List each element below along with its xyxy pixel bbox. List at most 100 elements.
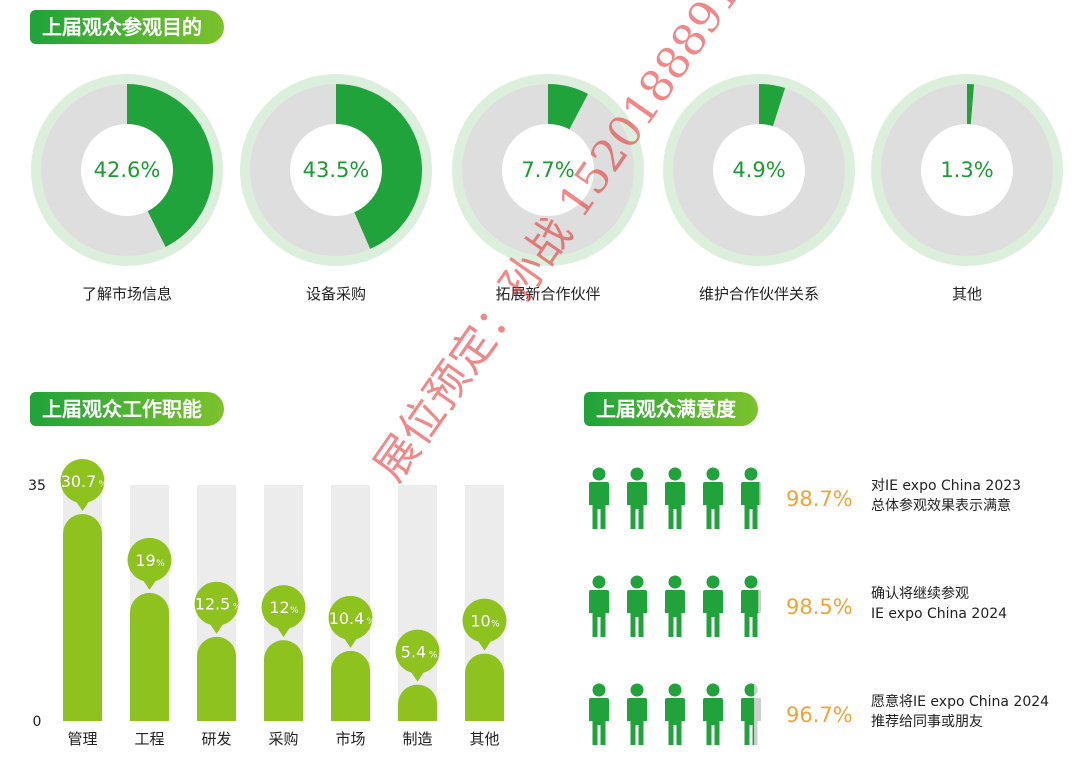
person-icon [665,683,685,745]
donut-label: 了解市场信息 [81,285,172,303]
bar-value-unit: % [99,480,108,490]
bar-category-label: 工程 [134,730,164,748]
donut-graphic [452,74,644,266]
value-bubble [261,585,306,630]
bar-value-label: 5.4 [401,643,426,662]
donut-graphic [31,74,223,266]
bar-value-label: 10.4 [329,609,365,628]
donut-graphic [871,74,1063,266]
value-bubble [462,598,507,643]
donut-hole [290,124,382,216]
bar [264,640,303,721]
satisfaction-row: 98.7% 对IE expo China 2023 总体参观效果表示满意 [584,467,1064,537]
donut-value: 1.3% [940,158,994,182]
bar-category-label: 市场 [335,730,365,748]
bar [197,636,236,721]
person-icon [741,683,761,745]
donut-label: 其他 [951,285,982,303]
donut-graphic [663,74,855,266]
bar-value-unit: % [429,651,438,661]
donut-label: 拓展新合作伙伴 [495,285,601,303]
bar [63,513,102,721]
bar [130,592,169,721]
satisfaction-description: 对IE expo China 2023 总体参观效果表示满意 [871,476,1021,516]
person-icon [627,467,647,529]
person-icon [703,467,723,529]
donut-value: 43.5% [302,158,370,182]
person-icon [665,467,685,529]
value-bubble [395,629,440,674]
person-icon [589,575,609,637]
bar-category-label: 研发 [201,730,231,748]
value-bubble [127,537,172,582]
donut-hole [502,124,594,216]
bar-track [398,485,437,721]
donut-other: 1.3% [871,74,1063,266]
person-icon [627,575,647,637]
person-icon [703,683,723,745]
value-bubble [194,581,239,626]
satisfaction-value: 98.5% [786,595,853,619]
donut-graphic [240,74,432,266]
bar-value-unit: % [290,606,299,616]
description-line: IE expo China 2024 [871,606,1008,622]
person-icon [741,467,761,529]
bar [465,653,504,721]
bar-value-unit: % [491,620,500,630]
bar-value-label: 10 [470,612,490,631]
donut-market-info: 42.6% [31,74,223,266]
satisfaction-value: 98.7% [786,487,853,511]
bar-value-unit: % [156,559,165,569]
donut-label: 维护合作伙伴关系 [698,285,819,303]
donut-value: 4.9% [732,158,786,182]
person-icon [665,575,685,637]
donut-hole [81,124,173,216]
people-icons [589,575,761,637]
y-tick-label: 35 [28,478,46,494]
donut-value: 7.7% [521,158,575,182]
bar [331,650,370,721]
bar-value-label: 19 [135,551,155,570]
roles-bar-chart: 35 0 30.7 % 管理 19 % 工程 12.5 % 研发 12 % 采购 10.4 % 市场 5.4 % 制造… [28,458,507,748]
bar-category-label: 管理 [67,730,97,748]
satisfaction-section-title: 上届观众满意度 [584,392,758,426]
satisfaction-description: 愿意将IE expo China 2024 推荐给同事或朋友 [871,692,1049,732]
bar-category-label: 采购 [268,730,298,748]
donut-hole [921,124,1013,216]
satisfaction-row: 96.7% 愿意将IE expo China 2024 推荐给同事或朋友 [584,683,1064,753]
person-icon [589,683,609,745]
bar-value-label: 30.7 [61,472,97,491]
person-icon [741,575,761,637]
people-icons [589,683,761,745]
description-line: 确认将继续参观 [871,586,969,602]
donut-maintain-partners: 4.9% [663,74,855,266]
bar-category-label: 其他 [469,730,499,748]
person-icon [627,683,647,745]
donut-new-partners: 7.7% [452,74,644,266]
satisfaction-row: 98.5% 确认将继续参观 IE expo China 2024 [584,575,1064,645]
bar-value-label: 12.5 [195,595,231,614]
donut-equipment-purchase: 43.5% [240,74,432,266]
bar-value-label: 12 [269,598,289,617]
satisfaction-value: 96.7% [786,703,853,727]
bar-value-unit: % [233,603,242,613]
description-line: 对IE expo China 2023 [871,478,1022,494]
purpose-section-title: 上届观众参观目的 [30,10,224,44]
person-icon [589,467,609,529]
people-icons [589,467,761,529]
donut-hole [713,124,805,216]
bar-value-unit: % [367,617,376,627]
y-tick-label: 0 [33,714,42,730]
description-line: 推荐给同事或朋友 [871,714,983,730]
bar [398,684,437,721]
roles-section-title: 上届观众工作职能 [30,392,224,426]
donut-label: 设备采购 [305,285,366,303]
value-bubble [328,595,373,640]
person-icon [703,575,723,637]
satisfaction-description: 确认将继续参观 IE expo China 2024 [871,584,1007,624]
donut-value: 42.6% [93,158,161,182]
description-line: 愿意将IE expo China 2024 [871,694,1050,710]
value-bubble [60,458,105,503]
bar-category-label: 制造 [402,730,432,748]
description-line: 总体参观效果表示满意 [871,498,1011,514]
